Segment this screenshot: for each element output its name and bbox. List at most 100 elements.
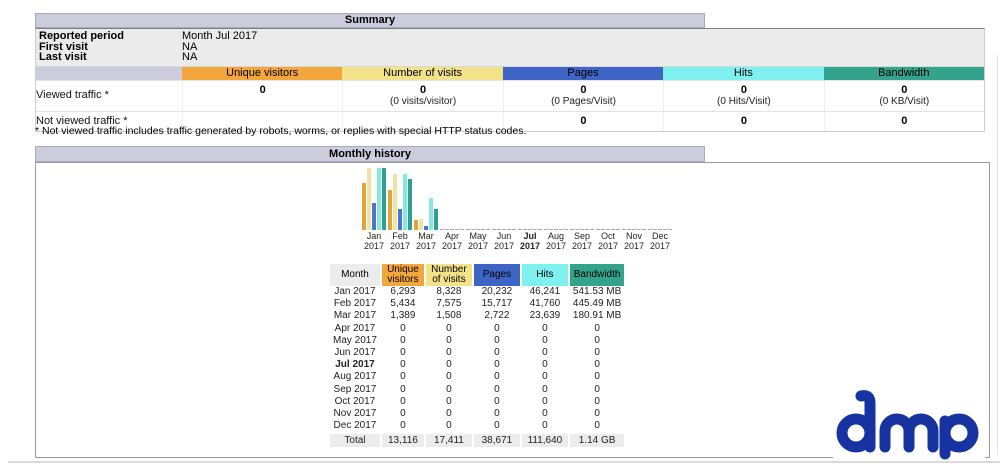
value-cell: 0 [473,383,520,396]
bar-group [518,166,542,230]
bar-number-of-visits [601,229,605,230]
monthly-column-header: Month [330,264,380,286]
month-cell: Aug 2017 [330,371,380,384]
bar-hits [507,229,511,230]
logo-d-stem [855,390,876,453]
viewed-traffic-label: Viewed traffic * [36,89,109,101]
summary-info-row: Reported period Month Jul 2017 [36,31,984,42]
month-cell: Dec 2017 [330,420,380,433]
bar-pages [424,226,428,230]
chart-month-label: May 2017 [467,231,489,251]
value-cell: 0 [473,322,520,335]
value-cell: 0 [569,408,625,421]
viewed-pages-value: 0 [580,83,587,96]
bar-group [570,166,594,230]
bar-group [466,166,490,230]
bar-pages [554,229,558,230]
value-cell: 0 [521,395,568,409]
first-visit-label: First visit [39,40,88,53]
bar-unique-visitors [362,183,366,230]
chart-month-label: Apr 2017 [441,231,463,251]
value-cell: 0 [381,420,424,433]
bar-hits [377,168,381,230]
monthly-history-table: Month Unique visitors Number of visits Page… [328,264,626,448]
bar-hits [559,229,563,230]
value-cell: 0 [381,347,424,360]
chart-month-label: Aug 2017 [545,231,567,251]
bar-number-of-visits [471,229,475,230]
reported-period-value: Month Jul 2017 [182,30,258,42]
value-cell: 0 [425,334,472,348]
bar-bandwidth-mb- [382,168,386,230]
month-cell: May 2017 [330,334,380,348]
bar-group [492,166,516,230]
bar-group [440,166,464,230]
bar-unique-visitors [544,229,548,230]
bar-number-of-visits [627,229,631,230]
not-viewed-traffic-row: Not viewed traffic * 0 0 0 [36,110,984,131]
column-header-bandwidth: Bandwidth [823,66,984,80]
viewed-bw-sub: (0 KB/Visit) [879,95,930,107]
value-cell: 0 [521,371,568,384]
summary-info-row: First visit NA [36,40,984,53]
viewport-right-edge [997,55,998,455]
logo-m-arches [879,413,939,453]
value-cell: 0 [425,395,472,409]
value-cell: 0 [425,322,472,335]
bar-hits [429,198,433,230]
bar-pages [372,203,376,230]
table-row: Jul 2017 0 0 0 0 0 [330,359,625,372]
bar-bandwidth-mb- [668,229,672,230]
value-cell: 0 [473,420,520,433]
month-cell: Feb 2017 [330,298,380,311]
bar-bandwidth-mb- [642,229,646,230]
monthly-column-header: Unique visitors [381,264,424,286]
bar-group [596,166,620,230]
bar-number-of-visits [419,219,423,230]
value-cell: 0 [569,359,625,372]
bar-number-of-visits [653,229,657,230]
month-cell: Total [330,432,380,448]
value-cell: 0 [521,383,568,396]
value-cell: 13,116 [381,432,424,448]
value-cell: 0 [569,334,625,348]
table-row: Aug 2017 0 0 0 0 0 [330,371,625,384]
table-row: Oct 2017 0 0 0 0 0 [330,395,625,409]
value-cell: 1,389 [381,310,424,323]
bar-group [414,166,438,230]
month-cell: Mar 2017 [330,310,380,323]
value-cell: 0 [521,359,568,372]
viewed-hits-cell: 0 (0 Hits/Visit) [663,80,823,111]
chart-month-label: Sep 2017 [571,231,593,251]
bar-unique-visitors [414,220,418,230]
bar-hits [611,229,615,230]
value-cell: 0 [569,383,625,396]
value-cell: 0 [569,395,625,409]
viewed-uv-value: 0 [259,83,266,96]
value-cell: 0 [473,334,520,348]
chart-month-label: Jan 2017 [363,231,385,251]
bar-bandwidth-mb- [486,229,490,230]
bar-number-of-visits [367,168,371,230]
value-cell: 0 [521,408,568,421]
bar-pages [476,229,480,230]
bar-group [622,166,646,230]
last-visit-label: Last visit [39,51,87,63]
reported-period-label: Reported period [39,30,124,42]
bar-hits [663,229,667,230]
column-header-unique-visitors: Unique visitors [182,66,343,80]
value-cell: 0 [425,347,472,360]
value-cell: 0 [569,420,625,433]
not-viewed-bw-cell: 0 [823,111,984,131]
not-viewed-pages-value: 0 [580,114,587,127]
bar-pages [502,229,506,230]
empty-header-cell [36,66,182,80]
table-row: Dec 2017 0 0 0 0 0 [330,420,625,433]
bar-number-of-visits [393,174,397,230]
value-cell: 2,722 [473,310,520,323]
bar-unique-visitors [518,229,522,230]
viewed-hits-value: 0 [740,83,747,96]
value-cell: 0 [425,408,472,421]
table-row: Nov 2017 0 0 0 0 0 [330,408,625,421]
bar-unique-visitors [388,190,392,230]
